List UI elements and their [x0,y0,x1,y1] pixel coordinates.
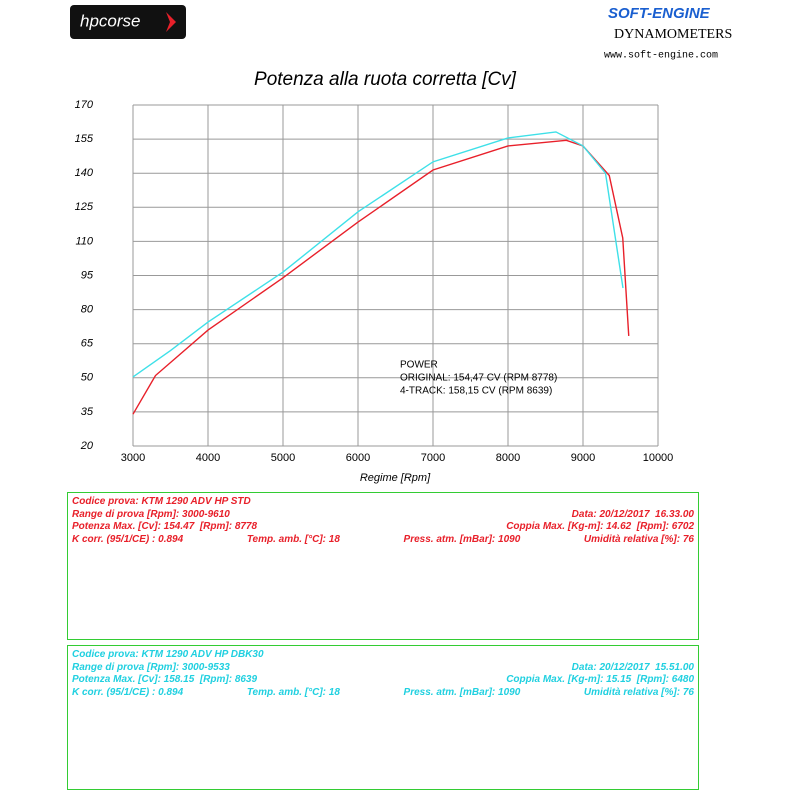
subtitle: DYNAMOMETERS [614,27,732,42]
report-field: Umidità relativa [%]: 76 [583,686,694,698]
report-field: Potenza Max. [Cv]: 154.47 [Rpm]: 8778 [72,521,258,532]
y-tick-label: 155 [75,133,94,145]
report-field: Temp. amb. [°C]: 18 [246,686,340,698]
x-tick-label: 6000 [346,452,370,464]
report-row: Potenza Max. [Cv]: 158.15 [Rpm]: 8639 Cop… [72,674,694,687]
y-tick-label: 125 [75,201,94,213]
y-tick-label: 110 [75,235,93,247]
x-axis-label: Regime [Rpm] [360,472,431,484]
report-field: Data: 20/12/2017 16.33.00 [571,508,694,520]
report-row: Range di prova [Rpm]: 3000-9533 Data: 20/… [72,662,694,675]
report-row: Codice prova: KTM 1290 ADV HP DBK30 [72,649,694,662]
report-row: Range di prova [Rpm]: 3000-9610 Data: 20/… [72,509,694,522]
report-field: K corr. (95/1/CE) : 0.894 [72,533,184,545]
report-field: Press. atm. [mBar]: 1090 [403,533,521,545]
report-field: Range di prova [Rpm]: 3000-9610 [72,508,230,520]
annotation: 4-TRACK: 158,15 CV (RPM 8639) [400,386,552,397]
report-field: Press. atm. [mBar]: 1090 [403,686,521,698]
report-field: Data: 20/12/2017 15.51.00 [571,661,694,673]
brand: SOFT-ENGINE [608,5,711,22]
y-tick-label: 20 [80,440,94,452]
y-tick-label: 140 [75,167,94,179]
report-row: Potenza Max. [Cv]: 154.47 [Rpm]: 8778 Cop… [72,521,694,534]
report-field: Potenza Max. [Cv]: 158.15 [Rpm]: 8639 [72,674,258,685]
y-tick-label: 50 [81,372,94,384]
y-tick-label: 80 [81,304,94,316]
chart-title: Potenza alla ruota corretta [Cv] [254,69,517,90]
report-field: Coppia Max. [Kg-m]: 14.62 [Rpm]: 6702 [506,521,694,532]
x-tick-label: 9000 [571,452,595,464]
report-field: K corr. (95/1/CE) : 0.894 [72,686,184,698]
report-row: K corr. (95/1/CE) : 0.894 Temp. amb. [°C]… [72,534,694,547]
logo: hpcorse [80,11,140,30]
report-box: Codice prova: KTM 1290 ADV HP DBK30 Range… [67,645,699,790]
report-field: Codice prova: KTM 1290 ADV HP DBK30 [72,649,264,660]
y-tick-label: 65 [81,338,94,350]
x-tick-label: 5000 [271,452,295,464]
x-tick-label: 3000 [121,452,145,464]
report-field: Umidità relativa [%]: 76 [583,533,694,545]
line [132,131,624,378]
logo-chevron [166,12,176,32]
report-field: Codice prova: KTM 1290 ADV HP STD [72,496,251,507]
y-tick-label: 35 [81,406,94,418]
x-tick-label: 10000 [643,452,674,464]
y-tick-label: 95 [81,269,94,281]
line [132,139,630,415]
logo-bg [70,5,186,39]
report-row: Codice prova: KTM 1290 ADV HP STD [72,496,694,509]
y-tick-label: 170 [75,99,94,111]
annotation: ORIGINAL: 154,47 CV (RPM 8778) [400,373,557,384]
x-tick-label: 8000 [496,452,520,464]
report-box: Codice prova: KTM 1290 ADV HP STD Range d… [67,492,699,640]
url: www.soft-engine.com [604,50,718,62]
report-field: Range di prova [Rpm]: 3000-9533 [72,661,230,673]
report-row: K corr. (95/1/CE) : 0.894 Temp. amb. [°C]… [72,687,694,700]
report-field: Temp. amb. [°C]: 18 [246,533,340,545]
x-tick-label: 7000 [421,452,445,464]
annotation: POWER [400,360,438,371]
report-field: Coppia Max. [Kg-m]: 15.15 [Rpm]: 6480 [506,674,694,685]
x-tick-label: 4000 [196,452,220,464]
